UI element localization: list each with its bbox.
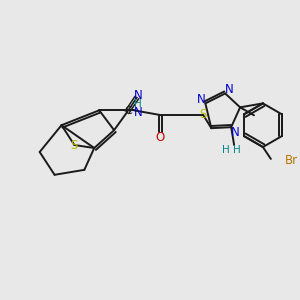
Text: C: C bbox=[124, 106, 132, 116]
Text: H: H bbox=[233, 145, 241, 155]
Text: S: S bbox=[200, 108, 207, 121]
Text: H: H bbox=[222, 145, 230, 155]
Text: O: O bbox=[155, 130, 164, 144]
Text: N: N bbox=[134, 89, 142, 102]
Text: H: H bbox=[134, 99, 142, 110]
Text: N: N bbox=[225, 83, 234, 96]
Text: N: N bbox=[197, 93, 206, 106]
Text: Br: Br bbox=[285, 154, 298, 167]
Text: S: S bbox=[71, 139, 78, 152]
Text: N: N bbox=[134, 106, 142, 119]
Text: N: N bbox=[231, 126, 239, 139]
